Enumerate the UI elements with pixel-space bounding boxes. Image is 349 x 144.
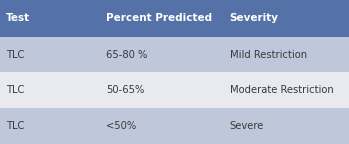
Text: Test: Test [6, 13, 30, 23]
Bar [0, 108, 349, 144]
Text: TLC: TLC [6, 50, 25, 60]
Text: Mild Restriction: Mild Restriction [230, 50, 307, 60]
Bar [0, 37, 349, 72]
Text: 65-80 %: 65-80 % [106, 50, 147, 60]
Text: Severe: Severe [230, 121, 264, 131]
Bar [0, 0, 349, 37]
Text: 50-65%: 50-65% [106, 85, 144, 95]
Text: Severity: Severity [230, 13, 279, 23]
Text: TLC: TLC [6, 121, 25, 131]
Bar [0, 72, 349, 108]
Text: <50%: <50% [106, 121, 136, 131]
Text: TLC: TLC [6, 85, 25, 95]
Text: Moderate Restriction: Moderate Restriction [230, 85, 333, 95]
Text: Percent Predicted: Percent Predicted [106, 13, 212, 23]
